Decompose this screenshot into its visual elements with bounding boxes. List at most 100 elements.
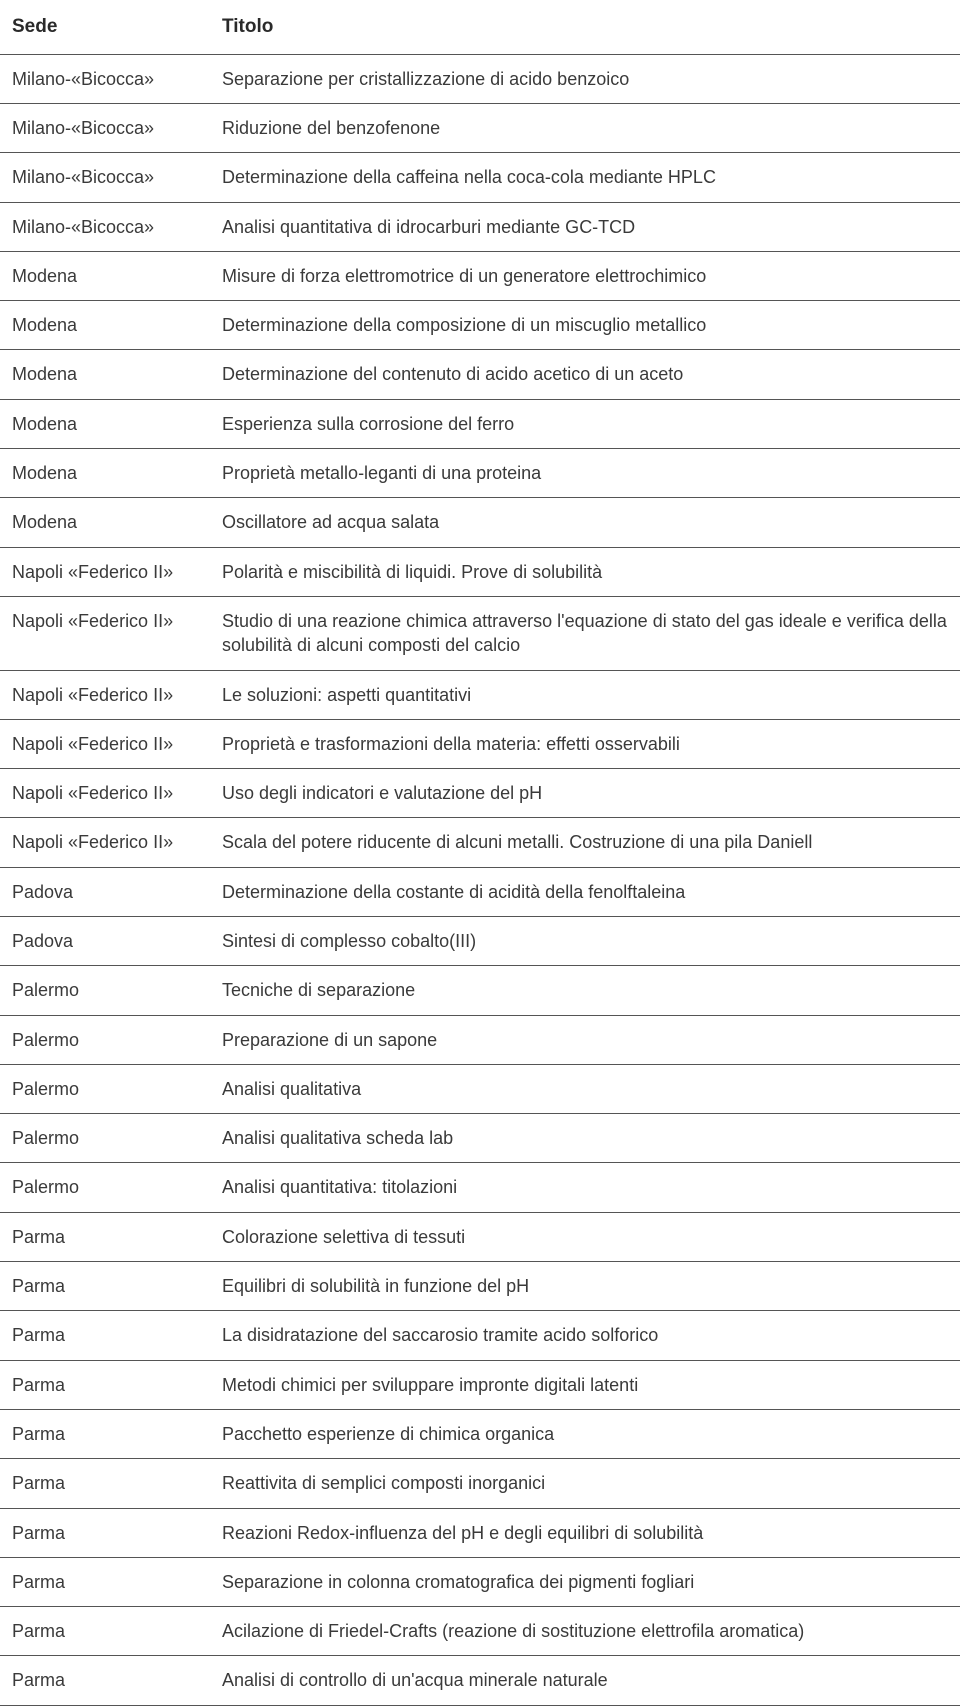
cell-titolo: Tecniche di separazione [210,966,960,1015]
table-row: Napoli «Federico II»Studio di una reazio… [0,596,960,670]
cell-titolo: Proprietà e trasformazioni della materia… [210,719,960,768]
table-row: ParmaColorazione selettiva di tessuti [0,1212,960,1261]
cell-titolo: Determinazione del contenuto di acido ac… [210,350,960,399]
table-row: ModenaOscillatore ad acqua salata [0,498,960,547]
cell-sede: Padova [0,867,210,916]
cell-titolo: Le soluzioni: aspetti quantitativi [210,670,960,719]
cell-titolo: Reazioni Redox-influenza del pH e degli … [210,1508,960,1557]
cell-titolo: Separazione per cristallizzazione di aci… [210,54,960,103]
cell-sede: Palermo [0,1064,210,1113]
table-row: ParmaAnalisi di controllo di un'acqua mi… [0,1656,960,1705]
cell-titolo: Metodi chimici per sviluppare impronte d… [210,1360,960,1409]
cell-sede: Parma [0,1508,210,1557]
table-row: Milano-«Bicocca»Analisi quantitativa di … [0,202,960,251]
cell-titolo: Separazione in colonna cromatografica de… [210,1557,960,1606]
cell-sede: Napoli «Federico II» [0,670,210,719]
cell-titolo: Equilibri di solubilità in funzione del … [210,1262,960,1311]
cell-sede: Napoli «Federico II» [0,596,210,670]
header-sede: Sede [0,0,210,54]
cell-titolo: Uso degli indicatori e valutazione del p… [210,769,960,818]
table-header-row: Sede Titolo [0,0,960,54]
cell-titolo: Polarità e miscibilità di liquidi. Prove… [210,547,960,596]
table-row: PalermoAnalisi quantitativa: titolazioni [0,1163,960,1212]
cell-sede: Palermo [0,1163,210,1212]
table-row: Milano-«Bicocca»Riduzione del benzofenon… [0,103,960,152]
cell-titolo: Misure di forza elettromotrice di un gen… [210,251,960,300]
cell-sede: Modena [0,350,210,399]
cell-sede: Parma [0,1212,210,1261]
table-row: ParmaPacchetto esperienze di chimica org… [0,1409,960,1458]
cell-titolo: Analisi qualitativa scheda lab [210,1114,960,1163]
cell-titolo: Determinazione della costante di acidità… [210,867,960,916]
table-row: ModenaDeterminazione del contenuto di ac… [0,350,960,399]
table-row: PadovaSintesi di complesso cobalto(III) [0,916,960,965]
table-row: PadovaDeterminazione della costante di a… [0,867,960,916]
table-row: ParmaMetodi chimici per sviluppare impro… [0,1360,960,1409]
table-row: ParmaSeparazione in colonna cromatografi… [0,1557,960,1606]
cell-titolo: Acilazione di Friedel-Crafts (reazione d… [210,1607,960,1656]
cell-titolo: Reattivita di semplici composti inorgani… [210,1459,960,1508]
cell-titolo: Analisi qualitativa [210,1064,960,1113]
table-row: ParmaReattivita di semplici composti ino… [0,1459,960,1508]
cell-titolo: Studio di una reazione chimica attravers… [210,596,960,670]
cell-sede: Parma [0,1311,210,1360]
cell-titolo: Sintesi di complesso cobalto(III) [210,916,960,965]
cell-titolo: Oscillatore ad acqua salata [210,498,960,547]
table-row: ParmaLa disidratazione del saccarosio tr… [0,1311,960,1360]
cell-titolo: Determinazione della composizione di un … [210,301,960,350]
cell-sede: Parma [0,1656,210,1705]
table-row: ParmaEquilibri di solubilità in funzione… [0,1262,960,1311]
cell-titolo: Analisi di controllo di un'acqua mineral… [210,1656,960,1705]
table-row: Napoli «Federico II»Polarità e miscibili… [0,547,960,596]
table-row: PalermoAnalisi qualitativa scheda lab [0,1114,960,1163]
cell-sede: Parma [0,1459,210,1508]
cell-sede: Modena [0,399,210,448]
table-row: PalermoTecniche di separazione [0,966,960,1015]
table-row: PalermoPreparazione di un sapone [0,1015,960,1064]
cell-titolo: Esperienza sulla corrosione del ferro [210,399,960,448]
table-row: Napoli «Federico II»Scala del potere rid… [0,818,960,867]
cell-sede: Parma [0,1409,210,1458]
header-titolo: Titolo [210,0,960,54]
cell-sede: Palermo [0,1015,210,1064]
cell-titolo: Analisi quantitativa: titolazioni [210,1163,960,1212]
table-row: ModenaProprietà metallo-leganti di una p… [0,449,960,498]
cell-sede: Parma [0,1607,210,1656]
cell-titolo: Determinazione della caffeina nella coca… [210,153,960,202]
cell-sede: Modena [0,251,210,300]
table-row: PalermoAnalisi qualitativa [0,1064,960,1113]
cell-titolo: Proprietà metallo-leganti di una protein… [210,449,960,498]
cell-titolo: Colorazione selettiva di tessuti [210,1212,960,1261]
cell-sede: Padova [0,916,210,965]
cell-titolo: Riduzione del benzofenone [210,103,960,152]
table-row: Napoli «Federico II»Uso degli indicatori… [0,769,960,818]
data-table: Sede Titolo Milano-«Bicocca»Separazione … [0,0,960,1706]
table-row: ParmaReazioni Redox-influenza del pH e d… [0,1508,960,1557]
table-row: ModenaDeterminazione della composizione … [0,301,960,350]
cell-sede: Palermo [0,966,210,1015]
cell-titolo: Preparazione di un sapone [210,1015,960,1064]
cell-sede: Modena [0,301,210,350]
cell-titolo: Analisi quantitativa di idrocarburi medi… [210,202,960,251]
cell-sede: Milano-«Bicocca» [0,153,210,202]
cell-sede: Parma [0,1557,210,1606]
cell-sede: Napoli «Federico II» [0,818,210,867]
cell-titolo: Pacchetto esperienze di chimica organica [210,1409,960,1458]
cell-sede: Napoli «Federico II» [0,547,210,596]
cell-sede: Milano-«Bicocca» [0,54,210,103]
cell-sede: Napoli «Federico II» [0,719,210,768]
cell-sede: Modena [0,449,210,498]
table-row: Milano-«Bicocca»Determinazione della caf… [0,153,960,202]
table-row: ParmaAcilazione di Friedel-Crafts (reazi… [0,1607,960,1656]
cell-titolo: Scala del potere riducente di alcuni met… [210,818,960,867]
cell-sede: Milano-«Bicocca» [0,103,210,152]
cell-titolo: La disidratazione del saccarosio tramite… [210,1311,960,1360]
cell-sede: Milano-«Bicocca» [0,202,210,251]
table-row: ModenaMisure di forza elettromotrice di … [0,251,960,300]
table-row: Napoli «Federico II»Le soluzioni: aspett… [0,670,960,719]
cell-sede: Palermo [0,1114,210,1163]
table-row: Napoli «Federico II»Proprietà e trasform… [0,719,960,768]
cell-sede: Parma [0,1360,210,1409]
cell-sede: Napoli «Federico II» [0,769,210,818]
cell-sede: Parma [0,1262,210,1311]
